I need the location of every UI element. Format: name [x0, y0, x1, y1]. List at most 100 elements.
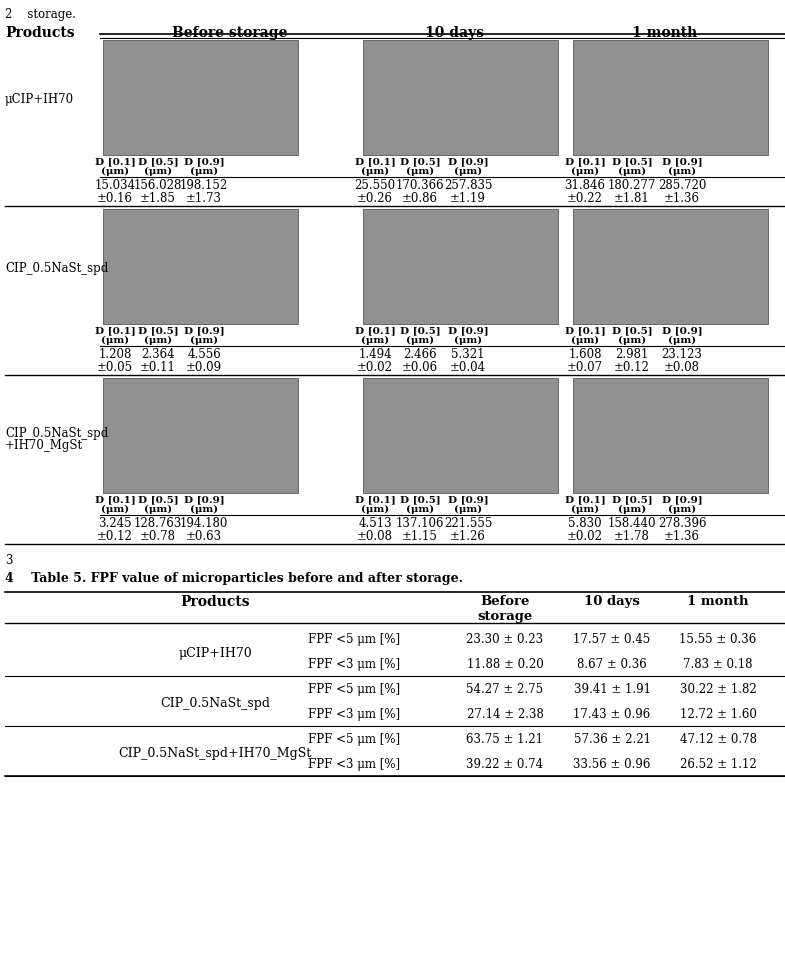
Text: 1 month: 1 month — [687, 595, 749, 608]
Text: D [0.1]: D [0.1] — [564, 326, 605, 335]
Text: (μm): (μm) — [190, 336, 218, 345]
Text: 2.466: 2.466 — [403, 348, 436, 361]
Text: ±1.36: ±1.36 — [664, 192, 700, 205]
Text: (μm): (μm) — [668, 336, 696, 345]
Text: 278.396: 278.396 — [658, 517, 706, 530]
Text: 2.364: 2.364 — [141, 348, 175, 361]
Text: (μm): (μm) — [361, 336, 389, 345]
Text: FPF <5 μm [%]: FPF <5 μm [%] — [308, 733, 400, 746]
Text: Before
storage: Before storage — [477, 595, 533, 623]
Bar — [103, 378, 298, 493]
Text: ±0.12: ±0.12 — [614, 361, 650, 374]
Text: ±0.78: ±0.78 — [140, 530, 176, 543]
Text: 5.830: 5.830 — [568, 517, 602, 530]
Text: D [0.1]: D [0.1] — [95, 157, 135, 166]
Text: 10 days: 10 days — [584, 595, 640, 608]
Text: 11.88 ± 0.20: 11.88 ± 0.20 — [466, 658, 543, 671]
Text: D [0.9]: D [0.9] — [184, 326, 225, 335]
Text: ±1.81: ±1.81 — [614, 192, 650, 205]
Text: 158.440: 158.440 — [608, 517, 656, 530]
Text: ±0.04: ±0.04 — [450, 361, 486, 374]
Text: Products: Products — [5, 26, 75, 40]
Text: ±1.85: ±1.85 — [140, 192, 176, 205]
Text: 128.763: 128.763 — [133, 517, 182, 530]
Bar — [363, 209, 558, 324]
Text: (μm): (μm) — [101, 505, 129, 514]
Text: (μm): (μm) — [101, 167, 129, 176]
Text: 2.981: 2.981 — [615, 348, 648, 361]
Text: 1 month: 1 month — [633, 26, 698, 40]
Text: 2    storage.: 2 storage. — [5, 8, 76, 21]
Text: D [0.1]: D [0.1] — [355, 495, 396, 504]
Text: 194.180: 194.180 — [180, 517, 228, 530]
Text: ±0.07: ±0.07 — [567, 361, 603, 374]
Text: ±0.06: ±0.06 — [402, 361, 438, 374]
Text: ±0.86: ±0.86 — [402, 192, 438, 205]
Text: 3: 3 — [5, 554, 13, 567]
Text: 39.41 ± 1.91: 39.41 ± 1.91 — [574, 683, 651, 696]
Text: 7.83 ± 0.18: 7.83 ± 0.18 — [683, 658, 753, 671]
Text: 57.36 ± 2.21: 57.36 ± 2.21 — [574, 733, 651, 746]
Bar — [103, 209, 298, 324]
Text: (μm): (μm) — [144, 505, 172, 514]
Text: D [0.9]: D [0.9] — [447, 157, 488, 166]
Text: (μm): (μm) — [406, 505, 434, 514]
Text: 27.14 ± 2.38: 27.14 ± 2.38 — [466, 708, 543, 721]
Text: D [0.1]: D [0.1] — [355, 157, 396, 166]
Text: 1.608: 1.608 — [568, 348, 602, 361]
Text: D [0.1]: D [0.1] — [95, 495, 135, 504]
Text: FPF <3 μm [%]: FPF <3 μm [%] — [308, 708, 400, 721]
Text: 17.57 ± 0.45: 17.57 ± 0.45 — [573, 633, 651, 646]
Text: ±0.02: ±0.02 — [567, 530, 603, 543]
Text: FPF <5 μm [%]: FPF <5 μm [%] — [308, 633, 400, 646]
Bar — [573, 209, 768, 324]
Text: (μm): (μm) — [190, 505, 218, 514]
Text: (μm): (μm) — [618, 167, 646, 176]
Bar — [573, 378, 768, 493]
Text: (μm): (μm) — [618, 505, 646, 514]
Text: D [0.9]: D [0.9] — [662, 495, 703, 504]
Text: +IH70_MgSt: +IH70_MgSt — [5, 439, 83, 452]
Text: D [0.5]: D [0.5] — [612, 326, 652, 335]
Text: FPF <3 μm [%]: FPF <3 μm [%] — [308, 658, 400, 671]
Text: CIP_0.5NaSt_spd: CIP_0.5NaSt_spd — [5, 262, 108, 275]
Text: Before storage: Before storage — [173, 26, 287, 40]
Text: (μm): (μm) — [361, 167, 389, 176]
Text: 31.846: 31.846 — [564, 179, 605, 192]
Text: ±0.12: ±0.12 — [97, 530, 133, 543]
Text: D [0.5]: D [0.5] — [400, 157, 440, 166]
Text: (μm): (μm) — [406, 167, 434, 176]
Text: ±1.36: ±1.36 — [664, 530, 700, 543]
Text: 15.034: 15.034 — [94, 179, 136, 192]
Text: μCIP+IH70: μCIP+IH70 — [178, 647, 252, 660]
Text: (μm): (μm) — [144, 336, 172, 345]
Text: (μm): (μm) — [406, 336, 434, 345]
Text: D [0.1]: D [0.1] — [564, 495, 605, 504]
Text: (μm): (μm) — [190, 167, 218, 176]
Text: D [0.5]: D [0.5] — [137, 326, 178, 335]
Text: 180.277: 180.277 — [608, 179, 656, 192]
Text: (μm): (μm) — [668, 505, 696, 514]
Text: (μm): (μm) — [571, 505, 599, 514]
Text: ±0.11: ±0.11 — [140, 361, 176, 374]
Text: D [0.5]: D [0.5] — [137, 495, 178, 504]
Text: 5.321: 5.321 — [451, 348, 485, 361]
Text: 4.513: 4.513 — [358, 517, 392, 530]
Text: D [0.9]: D [0.9] — [662, 326, 703, 335]
Text: D [0.1]: D [0.1] — [355, 326, 396, 335]
Text: 63.75 ± 1.21: 63.75 ± 1.21 — [466, 733, 543, 746]
Text: 15.55 ± 0.36: 15.55 ± 0.36 — [679, 633, 757, 646]
Text: D [0.1]: D [0.1] — [564, 157, 605, 166]
Text: μCIP+IH70: μCIP+IH70 — [5, 93, 74, 106]
Bar — [573, 40, 768, 155]
Text: ±0.22: ±0.22 — [567, 192, 603, 205]
Text: D [0.1]: D [0.1] — [95, 326, 135, 335]
Text: ±0.08: ±0.08 — [357, 530, 393, 543]
Text: 8.67 ± 0.36: 8.67 ± 0.36 — [577, 658, 647, 671]
Text: 47.12 ± 0.78: 47.12 ± 0.78 — [680, 733, 757, 746]
Text: ±0.63: ±0.63 — [186, 530, 222, 543]
Text: ±0.08: ±0.08 — [664, 361, 700, 374]
Bar — [363, 40, 558, 155]
Text: ±1.26: ±1.26 — [450, 530, 486, 543]
Bar — [363, 378, 558, 493]
